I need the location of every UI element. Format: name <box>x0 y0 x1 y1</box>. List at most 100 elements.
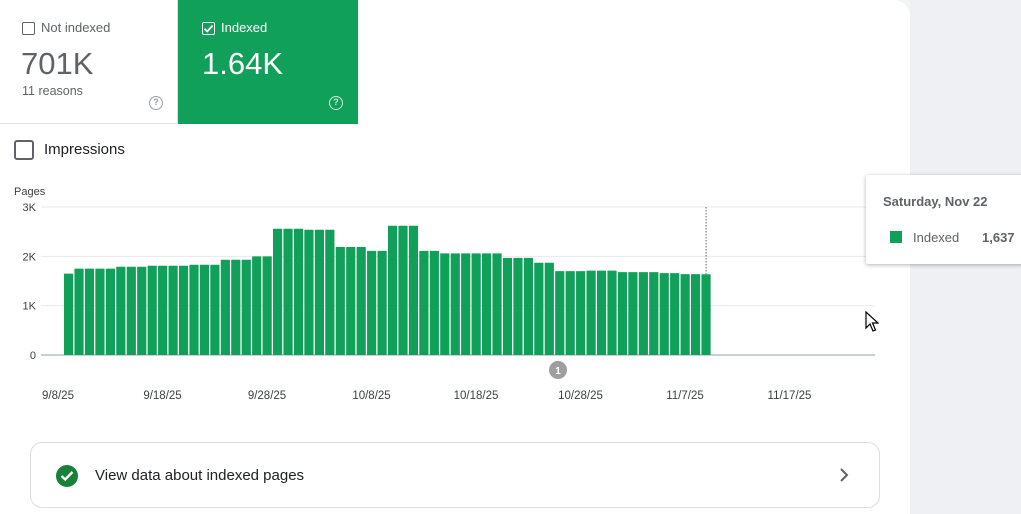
x-tick-label: 10/8/25 <box>352 390 390 402</box>
annotation-label: 1 <box>555 366 561 377</box>
bar <box>147 265 157 355</box>
bar <box>210 264 220 355</box>
chart-tooltip: Saturday, Nov 22 Indexed 1,637 <box>866 175 1021 264</box>
bar <box>293 228 304 355</box>
not-indexed-reasons: 11 reasons <box>22 84 83 98</box>
bar <box>680 274 690 355</box>
bar <box>628 272 638 355</box>
mouse-pointer-icon <box>865 311 879 332</box>
bar <box>398 225 408 355</box>
bar <box>461 253 471 355</box>
bar <box>241 259 251 355</box>
indexed-label: Indexed <box>221 20 268 35</box>
tooltip-value: 1,637 <box>982 230 1015 245</box>
x-tick-label: 9/18/25 <box>143 390 181 402</box>
bar <box>649 272 659 355</box>
bar <box>74 268 84 355</box>
view-indexed-pages-label: View data about indexed pages <box>95 467 305 484</box>
check-icon <box>203 24 214 33</box>
indexed-pages-chart: Pages 0 1K 2K 3K 9/8/25 9/18/25 9/28/25 10/8/25 1… <box>14 186 875 402</box>
tile-indexed[interactable]: Indexed 1.64K ? <box>178 0 358 124</box>
x-tick-label: 9/8/25 <box>42 390 74 402</box>
bar <box>95 268 105 355</box>
bar <box>607 270 617 355</box>
bar <box>429 250 439 355</box>
bar <box>659 273 669 355</box>
bar <box>189 264 199 355</box>
bar <box>544 262 554 355</box>
bar <box>262 256 272 355</box>
bar <box>502 257 513 355</box>
y-tick-label: 3K <box>23 202 37 214</box>
impressions-checkbox[interactable] <box>14 140 34 160</box>
bar <box>105 268 115 355</box>
bar <box>116 266 126 355</box>
y-tick-label: 2K <box>23 251 37 263</box>
tooltip-swatch <box>890 231 902 243</box>
bar <box>168 265 178 355</box>
not-indexed-value: 701K <box>21 46 94 81</box>
bar <box>691 274 701 355</box>
bar <box>565 271 575 355</box>
bar <box>304 229 314 355</box>
bar <box>231 259 241 355</box>
bar <box>617 272 628 355</box>
bar <box>450 253 460 355</box>
bar <box>314 229 324 355</box>
x-tick-label: 9/28/25 <box>248 390 286 402</box>
bar <box>555 271 565 355</box>
bar <box>513 257 523 355</box>
tile-not-indexed[interactable]: Not indexed 701K 11 reasons ? <box>0 0 178 124</box>
bar <box>576 271 586 355</box>
impressions-label: Impressions <box>44 141 125 158</box>
bar <box>178 265 189 355</box>
bar <box>408 225 419 355</box>
bar <box>419 250 429 355</box>
help-icon[interactable]: ? <box>329 96 343 110</box>
tooltip-date: Saturday, Nov 22 <box>883 194 988 209</box>
bar <box>356 246 366 355</box>
annotation-marker <box>549 361 567 379</box>
chevron-right-icon <box>840 468 849 482</box>
bar <box>523 257 533 355</box>
not-indexed-label: Not indexed <box>41 20 111 35</box>
tooltip-series-name: Indexed <box>913 230 960 245</box>
bar <box>586 270 596 355</box>
not-indexed-checkbox[interactable] <box>22 22 35 35</box>
bar <box>84 268 95 355</box>
bar <box>367 250 377 355</box>
bar <box>482 253 492 355</box>
bar <box>283 228 293 355</box>
bar <box>220 259 230 355</box>
check-circle-icon <box>56 465 78 487</box>
bar <box>335 246 345 355</box>
x-tick-label: 11/7/25 <box>666 390 704 402</box>
bar <box>377 250 387 355</box>
indexed-checkbox[interactable] <box>202 22 215 35</box>
bar <box>126 266 136 355</box>
y-axis-title: Pages <box>14 186 46 198</box>
bar <box>471 253 481 355</box>
bar <box>158 265 168 355</box>
bar <box>64 273 74 355</box>
bar <box>325 229 335 355</box>
bar <box>596 270 607 355</box>
bar <box>701 274 711 355</box>
bar <box>273 228 283 355</box>
x-tick-label: 10/28/25 <box>558 390 603 402</box>
bar <box>492 253 502 355</box>
bar <box>387 225 398 355</box>
bar <box>252 256 262 355</box>
bar <box>440 253 450 355</box>
view-indexed-pages-button[interactable]: View data about indexed pages <box>30 442 880 508</box>
bar <box>137 266 147 355</box>
bar <box>670 273 680 355</box>
bar <box>199 264 210 355</box>
help-icon[interactable]: ? <box>149 96 163 110</box>
bar <box>534 262 544 355</box>
bar <box>346 246 356 355</box>
bar <box>638 272 648 355</box>
x-tick-label: 11/17/25 <box>768 390 812 402</box>
y-tick-label: 0 <box>30 350 36 362</box>
indexed-value: 1.64K <box>202 46 284 81</box>
